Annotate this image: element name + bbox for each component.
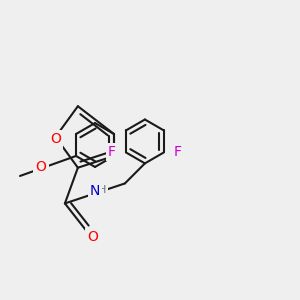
- Text: O: O: [88, 230, 98, 244]
- Text: F: F: [108, 145, 116, 159]
- Text: H: H: [98, 185, 106, 195]
- Text: N: N: [90, 184, 100, 198]
- Text: F: F: [174, 145, 182, 159]
- Text: O: O: [36, 160, 46, 175]
- Text: O: O: [50, 133, 61, 146]
